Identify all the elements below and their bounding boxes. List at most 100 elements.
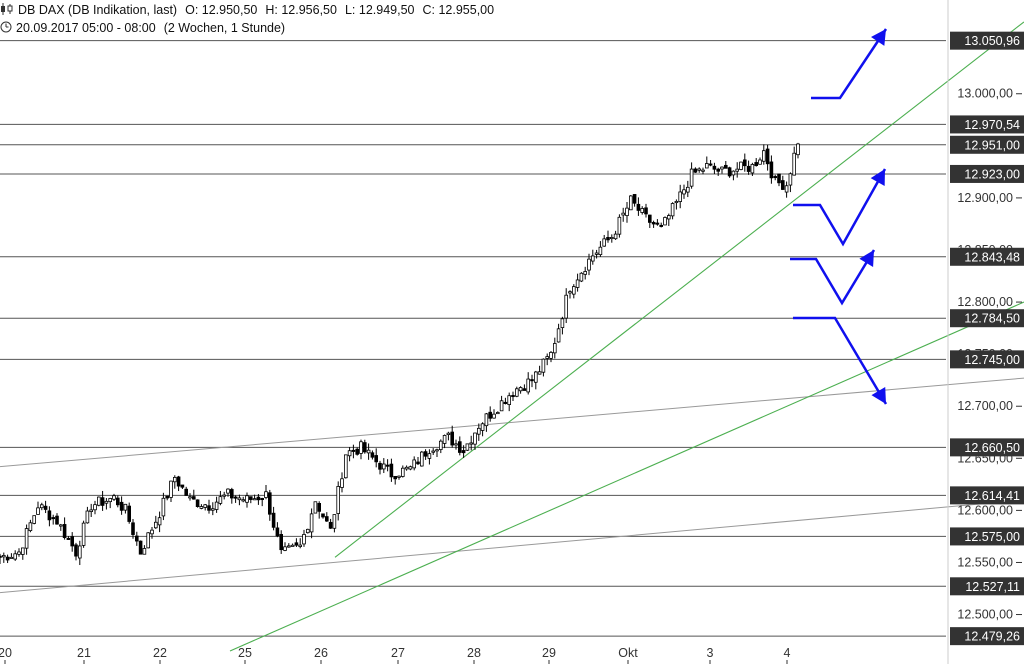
x-tick-label: Okt [618,646,638,660]
candle-body [374,455,378,463]
candle-body [355,448,359,455]
candle-body [313,501,318,514]
candles [0,142,800,566]
candle-body [457,441,462,453]
candle-body [119,501,124,511]
candle-body [378,462,382,470]
candle-body [389,463,394,478]
candle-body [131,522,135,535]
candle-body [24,528,29,549]
candle-body [663,217,667,226]
candle-body [446,432,451,436]
candle-body [659,224,663,227]
candle-body [248,496,253,500]
candle-body [169,480,173,498]
candle-body [0,555,2,558]
candle-body [32,515,36,524]
candle-body [416,461,420,465]
candle-body [370,452,375,458]
candle-body [602,238,606,247]
candle-body [366,449,371,454]
x-tick-label: 21 [77,646,91,660]
uptrend-line-steep [334,21,1024,558]
candle-body [689,168,694,187]
candle-body [290,544,295,547]
x-tick-label: 22 [153,646,167,660]
candle-body [176,476,181,487]
level-tag-label: 12.970,54 [964,118,1020,132]
candle-body [393,475,397,480]
candle-body [116,497,120,506]
candle-body [146,532,151,549]
candle-body [610,237,614,240]
candle-body [499,400,504,412]
candle-body [112,495,116,500]
candle-body [705,163,709,169]
candle-body [59,524,63,527]
candle-body [762,150,766,162]
candle-body [245,495,249,503]
candle-body [640,208,644,213]
candle-body [36,507,40,515]
level-tag [950,247,1024,266]
candle-body [229,489,234,499]
candle-body [150,529,154,535]
candle-body [408,466,413,470]
arrow-down-breakdown-head [871,387,886,404]
candle-body [279,534,283,551]
candle-body [480,423,485,431]
range-label: (2 Wochen, 1 Stunde) [163,21,286,35]
candle-body [188,496,192,499]
candle-body [697,168,701,171]
candle-body [157,517,162,526]
candle-body [530,379,534,382]
candle-body [85,510,90,524]
candle-body [636,203,641,211]
candle-body [195,499,200,508]
x-tick-label: 20 [0,646,12,660]
candle-body [165,495,170,499]
candle-body [784,185,789,193]
y-tick-label: 12.900,00 [957,191,1013,205]
candle-body [340,478,344,488]
candle-body [492,413,496,419]
x-tick-label: 4 [784,646,791,660]
candle-body [180,484,185,488]
level-tag [950,115,1024,134]
candle-body [207,505,211,511]
candle-body [781,180,785,190]
candle-body [568,291,572,294]
candle-body [298,544,302,547]
candle-body [100,497,105,506]
candle-body [214,501,219,510]
candle-body [127,505,132,522]
candle-body [465,443,470,451]
arrow-dip-rebound-head [870,169,885,186]
y-tick-label: 12.700,00 [957,399,1013,413]
candle-body [667,215,671,220]
candle-body [750,164,755,174]
candle-body [172,477,177,483]
candle-body [511,395,515,398]
candle-body [385,464,390,467]
candle-body [286,545,291,548]
candle-body [81,522,86,546]
candle-body [769,161,774,179]
candle-body [275,527,280,537]
candle-body [553,343,557,354]
candle-body [621,212,625,216]
level-tag [950,486,1024,505]
candle-body [594,252,599,255]
candle-body [237,497,242,501]
x-tick-label: 27 [391,646,405,660]
candle-body [560,318,565,329]
candle-body [537,371,542,375]
candle-body [701,169,705,172]
candle-body [743,159,747,167]
candle-body [218,496,223,504]
candle-body [226,488,230,494]
candle-body [199,506,204,509]
candle-body [309,513,314,533]
